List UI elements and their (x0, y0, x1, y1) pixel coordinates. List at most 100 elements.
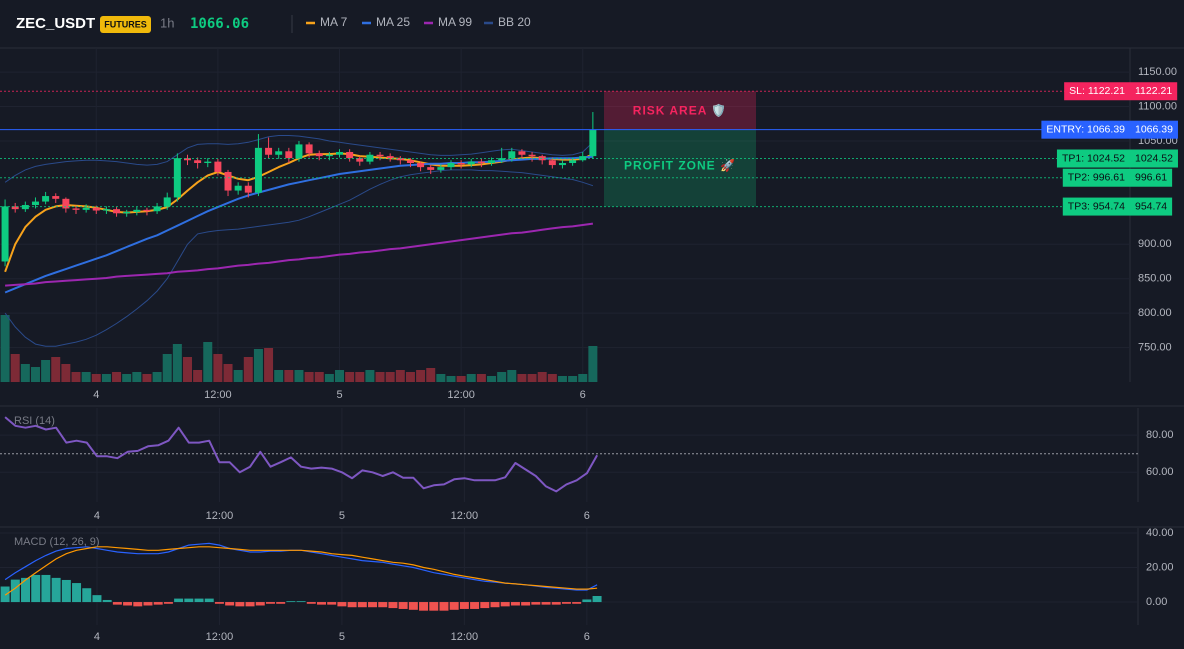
histogram-bar (21, 577, 31, 603)
candle-body (589, 129, 597, 157)
histogram-bar (306, 602, 316, 604)
volume-bar (213, 354, 223, 382)
volume-bar (172, 344, 182, 382)
candle-body (305, 144, 313, 154)
histogram-bar (449, 602, 459, 610)
candle-body (82, 207, 90, 210)
volume-bar (223, 364, 233, 382)
histogram-bar (500, 602, 510, 607)
symbol: ZEC_USDT (16, 15, 95, 32)
volume-bar (0, 315, 10, 382)
candle-body (204, 161, 212, 164)
level-label: SL: 1122.21 (1069, 85, 1125, 97)
rsi-line (4, 416, 598, 493)
x-tick-label: 5 (336, 389, 342, 401)
x-tick-label: 4 (93, 389, 99, 401)
x-tick-label: 6 (584, 510, 590, 522)
level-label: TP2: 996.61 (1068, 172, 1125, 184)
candle-body (447, 163, 455, 168)
level-label: ENTRY: 1066.39 (1046, 123, 1125, 135)
candle-body (437, 167, 445, 170)
candle-body (488, 160, 496, 164)
histogram-bar (255, 602, 265, 606)
band-lower (4, 169, 594, 347)
histogram-bar (153, 602, 163, 605)
volume-bar (588, 346, 598, 382)
volume-bar (112, 372, 122, 382)
candle-body (21, 205, 29, 210)
candle-body (163, 197, 171, 207)
candle-body (356, 158, 364, 162)
histogram-bar (541, 602, 551, 605)
volume-bar (324, 374, 334, 382)
ma-line (5, 222, 594, 287)
macd-line (4, 546, 598, 596)
candle-body (498, 158, 506, 161)
histogram-bar (337, 602, 347, 607)
volume-bar (537, 372, 547, 382)
candle-body (285, 151, 293, 159)
volume-bar (395, 370, 405, 382)
histogram-bar (143, 602, 153, 606)
histogram-bar (184, 598, 194, 603)
x-tick-label: 4 (94, 631, 100, 643)
candle-body (153, 206, 161, 212)
histogram-bar (296, 601, 306, 603)
y-tick-label: 1100.00 (1138, 100, 1177, 112)
histogram-bar (439, 602, 449, 611)
histogram-bar (225, 602, 235, 606)
volume-bar (152, 372, 162, 382)
histogram-bar (92, 595, 102, 603)
candle-body (396, 158, 404, 161)
histogram-bar (531, 602, 541, 605)
candle-body (102, 209, 110, 211)
zone (604, 91, 756, 130)
histogram-bar (490, 602, 500, 608)
level-tag (1062, 197, 1130, 216)
x-tick-label: 12:00 (451, 510, 479, 522)
volume-bar (101, 374, 111, 382)
volume-bar (304, 372, 314, 382)
candle-body (558, 163, 566, 166)
volume-bar (193, 370, 203, 382)
volume-bar (497, 372, 507, 382)
level-price: 1024.52 (1135, 152, 1173, 164)
level-price: 954.74 (1135, 200, 1167, 212)
histogram-bar (316, 602, 326, 605)
candle-body (376, 154, 384, 157)
volume-bar (122, 374, 132, 382)
candle-body (406, 160, 414, 164)
volume-bar (365, 370, 375, 382)
volume-bar (405, 372, 415, 382)
legend-label: MA 25 (376, 15, 410, 29)
x-tick-label: 4 (94, 510, 100, 522)
volume-bar (162, 354, 172, 382)
x-tick-label: 5 (339, 631, 345, 643)
volume-bar (547, 374, 557, 382)
level-tag (1056, 149, 1130, 168)
x-tick-label: 12:00 (206, 631, 234, 643)
candle-body (31, 201, 39, 206)
candle-body (123, 211, 131, 214)
histogram-bar (204, 598, 214, 603)
volume-bar (284, 370, 294, 382)
histogram-bar (510, 602, 520, 606)
legend-label: BB 20 (498, 15, 531, 29)
histogram-bar (368, 602, 378, 608)
volume-bar (385, 372, 395, 382)
histogram-bar (327, 602, 337, 605)
candle-body (244, 185, 252, 193)
histogram-bar (112, 602, 122, 605)
histogram-bar (235, 602, 245, 607)
badge-bg (100, 16, 151, 33)
pane-title: RSI (14) (14, 415, 55, 427)
interval: 1h (160, 15, 174, 30)
y-tick-label: 800.00 (1138, 307, 1172, 319)
candle-body (579, 156, 587, 161)
histogram-bar (214, 602, 224, 604)
volume-bar (182, 357, 192, 382)
histogram-bar (408, 602, 418, 610)
histogram-bar (398, 602, 408, 609)
